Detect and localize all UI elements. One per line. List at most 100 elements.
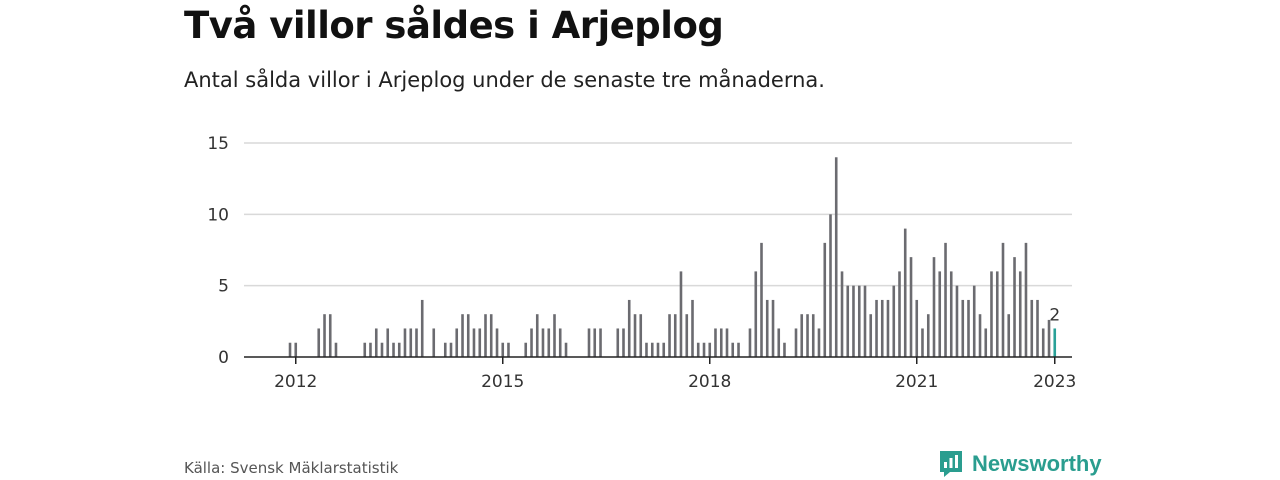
bar: [886, 299, 890, 357]
bar: [369, 342, 372, 357]
bar: [984, 328, 988, 357]
bar: [731, 342, 735, 357]
bar: [530, 328, 533, 357]
bar: [472, 328, 476, 357]
bar: [524, 342, 528, 357]
bar: [294, 342, 298, 357]
bar: [794, 328, 798, 357]
bar: [639, 314, 643, 357]
bar: [955, 285, 959, 357]
bar: [1047, 319, 1051, 357]
bar: [317, 328, 321, 357]
bar: [967, 299, 970, 357]
bar: [714, 328, 717, 357]
bar: [334, 342, 338, 357]
bar: [627, 299, 631, 357]
bar: [754, 271, 758, 357]
bar: [397, 342, 401, 357]
bar: [765, 299, 769, 357]
bar: [599, 328, 602, 357]
y-tick-label: 10: [207, 205, 229, 225]
bar: [725, 328, 729, 357]
bar: [846, 285, 850, 357]
bar: [702, 342, 706, 357]
bar: [633, 314, 637, 357]
bar: [1030, 299, 1034, 357]
bar: [892, 285, 896, 357]
bar: [817, 328, 821, 357]
bar: [708, 342, 712, 357]
bar: [949, 271, 953, 357]
bar: [409, 328, 413, 357]
bar: [944, 242, 947, 357]
bar: [829, 214, 832, 357]
chart-title: Två villor såldes i Arjeplog: [184, 4, 724, 47]
bar: [777, 328, 781, 357]
bar: [1001, 242, 1005, 357]
bar: [961, 299, 965, 357]
bar: [972, 285, 976, 357]
bar: [489, 314, 493, 357]
bar: [662, 342, 666, 357]
bar: [1024, 242, 1028, 357]
y-axis: 0 5 10 15: [207, 134, 229, 368]
newsworthy-logo-icon: [940, 451, 962, 477]
bar: [719, 328, 723, 357]
brand-logo[interactable]: Newsworthy: [938, 449, 1102, 479]
x-tick-label: 2021: [895, 372, 938, 392]
bar: [593, 328, 597, 357]
bar: [898, 271, 901, 357]
bar: [443, 342, 447, 357]
bar: [685, 314, 689, 357]
bar: [650, 342, 654, 357]
bar: [547, 328, 551, 357]
bar: [288, 342, 292, 357]
bar: [921, 328, 924, 357]
bar: [783, 342, 786, 357]
bar: [915, 299, 919, 357]
bar: [926, 314, 930, 357]
bar: [392, 342, 395, 357]
bar: [990, 271, 993, 357]
bar: [363, 342, 367, 357]
bar: [461, 314, 464, 357]
bar: [535, 314, 539, 357]
y-tick-label: 5: [218, 277, 229, 297]
x-tick-label: 2023: [1033, 372, 1076, 392]
bar: [432, 328, 436, 357]
bar: [909, 257, 913, 357]
bar: [380, 342, 384, 357]
bar: [403, 328, 407, 357]
bar: [771, 299, 775, 357]
bar: [834, 157, 838, 357]
bar: [507, 342, 510, 357]
bar: [1013, 257, 1016, 357]
source-note: Källa: Svensk Mäklarstatistik: [184, 459, 399, 477]
bar: [501, 342, 505, 357]
bar: [558, 328, 562, 357]
bar: [696, 342, 700, 357]
bar: [673, 314, 677, 357]
bar: [857, 285, 861, 357]
bar: [938, 271, 942, 357]
x-tick-label: 2018: [688, 372, 731, 392]
grid-lines: [244, 142, 1072, 287]
bar: [903, 228, 907, 357]
bar: [995, 271, 999, 357]
bar: [978, 314, 982, 357]
bar: [1018, 271, 1022, 357]
bar: [800, 314, 804, 357]
x-axis: 2012 2015 2018 2021 2023: [274, 357, 1076, 392]
brand-name: Newsworthy: [972, 451, 1102, 476]
bar: [455, 328, 459, 357]
bar: [1041, 328, 1045, 357]
highlight-value-label: 2: [1049, 305, 1060, 325]
bar: [466, 314, 470, 357]
x-tick-label: 2015: [481, 372, 524, 392]
bar: [374, 328, 378, 357]
bar: [564, 342, 568, 357]
bar: [495, 328, 499, 357]
bar: [478, 328, 482, 357]
y-tick-label: 15: [207, 134, 229, 154]
